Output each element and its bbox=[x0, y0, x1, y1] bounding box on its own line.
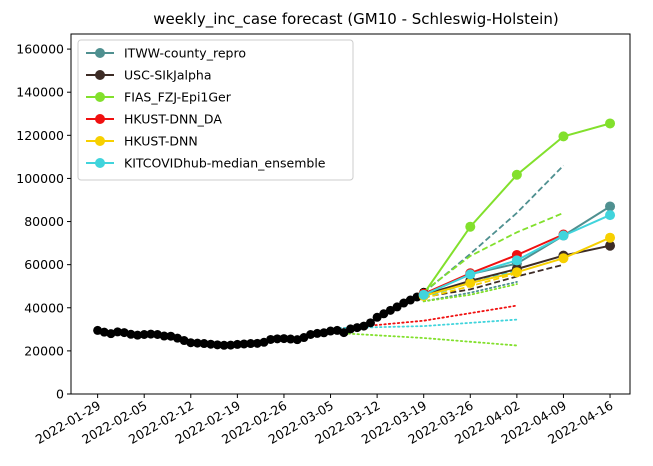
series-point bbox=[511, 255, 522, 266]
observed-point bbox=[239, 339, 249, 349]
y-tick-label: 20000 bbox=[24, 343, 64, 358]
observed-point bbox=[232, 339, 242, 349]
observed-point bbox=[392, 302, 402, 312]
observed-point bbox=[226, 340, 236, 350]
legend: ITWW-county_repro USC-SIkJalpha FIAS_FZJ-E… bbox=[77, 39, 354, 181]
observed-point bbox=[219, 340, 229, 350]
legend-swatch-marker bbox=[95, 92, 105, 102]
legend-swatch-marker bbox=[95, 136, 105, 146]
x-axis: 2022-01-292022-02-052022-02-122022-02-19… bbox=[33, 394, 616, 447]
quantile-line bbox=[423, 212, 564, 293]
y-tick-label: 160000 bbox=[16, 42, 64, 57]
observed-point bbox=[266, 334, 276, 344]
legend-label: ITWW-county_repro bbox=[124, 46, 246, 61]
observed-point bbox=[365, 318, 375, 328]
observed-point bbox=[312, 328, 322, 338]
legend-swatch-marker bbox=[95, 70, 105, 80]
plot-area bbox=[70, 33, 631, 395]
series-point bbox=[511, 267, 522, 278]
observed-point bbox=[326, 326, 336, 336]
series-point bbox=[605, 118, 616, 129]
y-tick-label: 140000 bbox=[16, 85, 64, 100]
observed-point bbox=[279, 334, 289, 344]
observed-point bbox=[133, 330, 143, 340]
observed-point bbox=[252, 338, 262, 348]
legend-label: HKUST-DNN bbox=[124, 134, 198, 149]
series-point bbox=[418, 289, 429, 300]
quantile-line bbox=[422, 283, 518, 303]
observed-point bbox=[126, 329, 136, 339]
y-tick-label: 60000 bbox=[24, 257, 64, 272]
quantile-line bbox=[423, 164, 565, 294]
series-point bbox=[465, 221, 476, 232]
y-tick-label: 100000 bbox=[16, 171, 64, 186]
series-point bbox=[465, 277, 476, 288]
observed-point bbox=[159, 331, 169, 341]
series-point bbox=[511, 169, 522, 180]
legend-label: HKUST-DNN_DA bbox=[124, 112, 222, 127]
observed-point bbox=[359, 321, 369, 331]
observed-point bbox=[372, 312, 382, 322]
y-tick-label: 0 bbox=[56, 387, 64, 402]
series-point bbox=[558, 131, 569, 142]
series-point bbox=[558, 253, 569, 264]
observed-point bbox=[339, 328, 349, 338]
legend-swatch-marker bbox=[95, 158, 105, 168]
quantile-line bbox=[423, 263, 564, 298]
observed-point bbox=[286, 334, 296, 344]
quantile-line bbox=[422, 280, 518, 303]
observed-point bbox=[306, 330, 316, 340]
legend-swatch-marker bbox=[95, 114, 105, 124]
series-point bbox=[605, 201, 616, 212]
legend-swatch-marker bbox=[95, 48, 105, 58]
observed-point bbox=[146, 329, 156, 339]
series-point bbox=[605, 232, 616, 243]
chart-title: weekly_inc_case forecast (GM10 - Schlesw… bbox=[153, 10, 558, 29]
observed-point bbox=[199, 339, 209, 349]
legend-box bbox=[77, 39, 354, 181]
y-tick-label: 80000 bbox=[24, 214, 64, 229]
plot-frame bbox=[70, 33, 631, 395]
legend-label: USC-SIkJalpha bbox=[124, 68, 212, 83]
observed-point bbox=[385, 305, 395, 315]
legend-label: KITCOVIDhub-median_ensemble bbox=[124, 156, 326, 171]
y-tick-label: 120000 bbox=[16, 128, 64, 143]
observed-point bbox=[212, 340, 222, 350]
y-tick-label: 40000 bbox=[24, 300, 64, 315]
observed-point bbox=[192, 338, 202, 348]
series-point bbox=[605, 210, 616, 221]
y-axis: 0 20000 40000 60000 80000 100000 120000 140000 1… bbox=[16, 42, 71, 402]
series-point bbox=[605, 240, 616, 251]
observed-point bbox=[186, 338, 196, 348]
observed-point bbox=[139, 330, 149, 340]
observed-point bbox=[246, 339, 256, 349]
series-point bbox=[465, 269, 476, 280]
series-point bbox=[558, 230, 569, 241]
observed-point bbox=[379, 309, 389, 319]
observed-point bbox=[113, 327, 123, 337]
observed-point bbox=[272, 334, 282, 344]
observed-point bbox=[346, 324, 355, 334]
quantile-line bbox=[329, 331, 518, 347]
legend-label: FIAS_FZJ-Epi1Ger bbox=[124, 90, 232, 105]
observed-point bbox=[206, 339, 216, 349]
